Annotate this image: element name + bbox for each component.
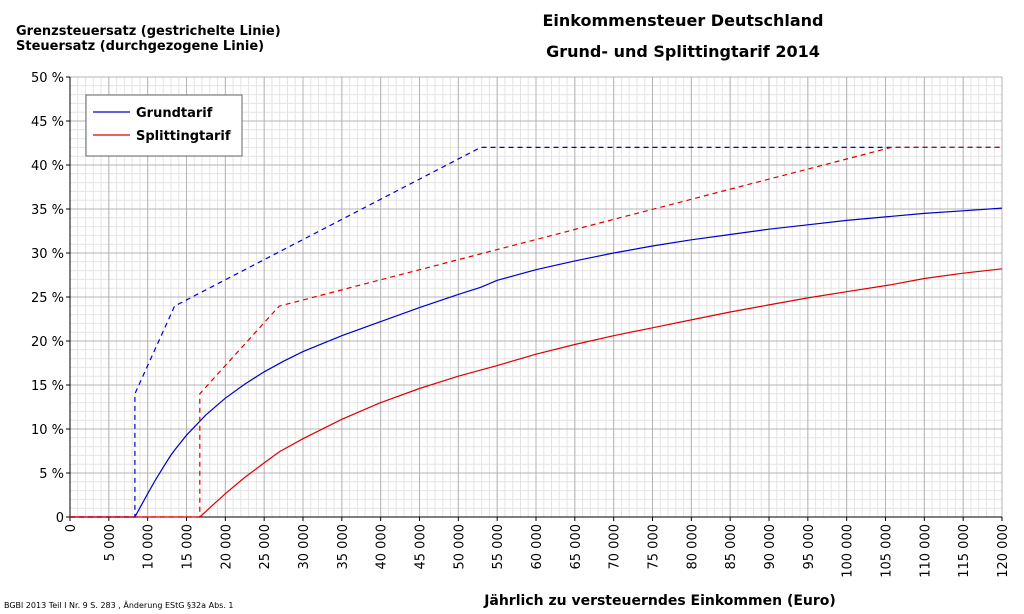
x-axis: 0 5 000 10 000 15 000 20 000 25 000 30 000 35 0… (64, 517, 1011, 578)
legend-label: Splittingtarif (136, 129, 231, 144)
y-tick-label: 40 % (31, 159, 64, 174)
x-tick-label: 45 000 (414, 524, 429, 570)
x-tick-label: 90 000 (763, 524, 778, 570)
x-tick-label: 100 000 (841, 524, 856, 578)
x-tick-label: 70 000 (608, 524, 623, 570)
footnote: BGBl 2013 Teil I Nr. 9 S. 283 , Änderung… (4, 601, 234, 610)
y-tick-label: 10 % (31, 423, 64, 438)
x-tick-label: 115 000 (957, 524, 972, 578)
y-tick-label: 20 % (31, 335, 64, 350)
x-tick-label: 30 000 (297, 524, 312, 570)
x-tick-label: 65 000 (569, 524, 584, 570)
x-tick-label: 60 000 (530, 524, 545, 570)
legend: Grundtarif Splittingtarif (85, 94, 243, 157)
x-tick-label: 40 000 (375, 524, 390, 570)
y-tick-label: 5 % (39, 467, 64, 482)
average-rate-note: Steuersatz (durchgezogene Linie) (16, 39, 265, 54)
legend-box (85, 94, 243, 157)
splittingtarif-marginal-line (70, 146, 1002, 518)
x-tick-label: 50 000 (452, 524, 467, 570)
x-tick-label: 85 000 (724, 524, 739, 570)
x-tick-label: 110 000 (918, 524, 933, 578)
y-axis: 0 5 % 10 % 15 % 20 % 25 % 30 % 35 % 40 % 45 % 50 % (31, 71, 70, 526)
x-tick-label: 20 000 (219, 524, 234, 570)
y-tick-label: 15 % (31, 379, 64, 394)
x-tick-label: 0 (64, 524, 79, 532)
x-tick-label: 5 000 (103, 524, 118, 561)
x-tick-label: 120 000 (996, 524, 1011, 578)
x-tick-label: 10 000 (142, 524, 157, 570)
y-tick-label: 50 % (31, 71, 64, 86)
x-tick-label: 35 000 (336, 524, 351, 570)
x-tick-label: 80 000 (685, 524, 700, 570)
chart-subtitle: Grund- und Splittingtarif 2014 (546, 42, 820, 61)
splittingtarif-average-line (70, 268, 1003, 518)
x-tick-label: 15 000 (181, 524, 196, 570)
legend-label: Grundtarif (136, 106, 213, 121)
y-tick-label: 30 % (31, 247, 64, 262)
x-tick-label: 25 000 (258, 524, 273, 570)
x-axis-label: Jährlich zu versteuerndes Einkommen (Eur… (484, 593, 836, 609)
y-tick-label: 35 % (31, 203, 64, 218)
y-tick-label: 25 % (31, 291, 64, 306)
grundtarif-average-line (70, 207, 1003, 518)
x-tick-label: 75 000 (647, 524, 662, 570)
marginal-rate-note: Grenzsteuersatz (gestrichelte Linie) (16, 24, 281, 39)
x-tick-label: 55 000 (491, 524, 506, 570)
y-tick-label: 45 % (31, 115, 64, 130)
x-tick-label: 105 000 (880, 524, 895, 578)
chart-title: Einkommensteuer Deutschland (542, 11, 824, 30)
plot-lines (70, 146, 1003, 518)
y-tick-label: 0 (56, 511, 64, 526)
x-tick-label: 95 000 (802, 524, 817, 570)
